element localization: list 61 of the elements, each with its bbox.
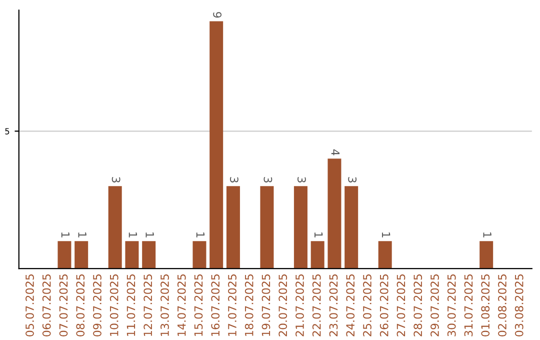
x-tick-label: 28.07.2025 [414,274,422,336]
x-tick-label: 01.08.2025 [481,274,490,336]
x-tick-label: 29.07.2025 [430,274,439,336]
bar [192,241,206,269]
bar [108,186,122,269]
data-label: 1 [196,232,204,238]
data-label: 1 [314,232,323,238]
bar [74,241,88,269]
x-tick-label: 11.07.2025 [126,274,136,336]
bar [125,241,139,269]
x-tick-label: 24.07.2025 [346,274,355,336]
x-tick-label: 18.07.2025 [244,274,254,336]
x-tick-label: 09.07.2025 [93,274,102,336]
data-label: 3 [348,177,357,182]
data-label: 1 [61,232,70,238]
x-tick-label: 22.07.2025 [312,274,321,336]
data-label: 3 [297,177,306,182]
x-tick-label: 14.07.2025 [177,274,186,336]
data-label: 3 [112,177,120,182]
data-label: 1 [146,232,154,238]
bar [310,241,324,269]
x-tick-label: 05.07.2025 [26,274,34,336]
x-tick-label: 23.07.2025 [329,274,338,336]
x-tick-label: 12.07.2025 [144,274,152,336]
x-tick-label: 15.07.2025 [194,274,203,336]
x-tick-label: 21.07.2025 [296,274,304,336]
x-tick-label: 10.07.2025 [110,274,118,336]
bar [294,186,308,269]
bar [480,241,494,269]
x-tick-label: 19.07.2025 [262,274,270,336]
bar [344,186,358,269]
x-tick-label: 16.07.2025 [211,274,220,336]
bar [328,158,342,269]
x-tick-label: 06.07.2025 [42,274,51,336]
x-tick-label: 25.07.2025 [363,274,372,336]
x-tick-label: 02.08.2025 [498,274,506,336]
x-tick-label: 27.07.2025 [396,274,406,336]
bar [378,241,392,269]
data-label: 1 [78,232,86,238]
x-tick-label: 26.07.2025 [380,274,388,336]
data-label: 1 [483,232,492,238]
data-label: 3 [230,177,238,182]
x-tick-label: 07.07.2025 [59,274,68,336]
data-label: 1 [128,232,137,238]
bar [226,186,240,269]
x-tick-label: 30.07.2025 [447,274,456,336]
data-label: 3 [264,177,272,182]
x-tick-label: 20.07.2025 [278,274,288,336]
x-tick-label: 17.07.2025 [228,274,236,336]
bar [210,21,224,269]
x-tick-label: 08.07.2025 [76,274,85,336]
bar [142,241,156,269]
data-label: 1 [382,232,390,238]
data-label: 9 [213,12,222,18]
y-tick-label: 5 [5,128,10,134]
x-tick-label: 03.08.2025 [514,274,524,336]
x-tick-label: 31.07.2025 [464,274,473,336]
bar [260,186,274,269]
x-tick-label: 13.07.2025 [160,274,169,336]
data-label: 4 [331,149,340,156]
bar [58,241,72,269]
